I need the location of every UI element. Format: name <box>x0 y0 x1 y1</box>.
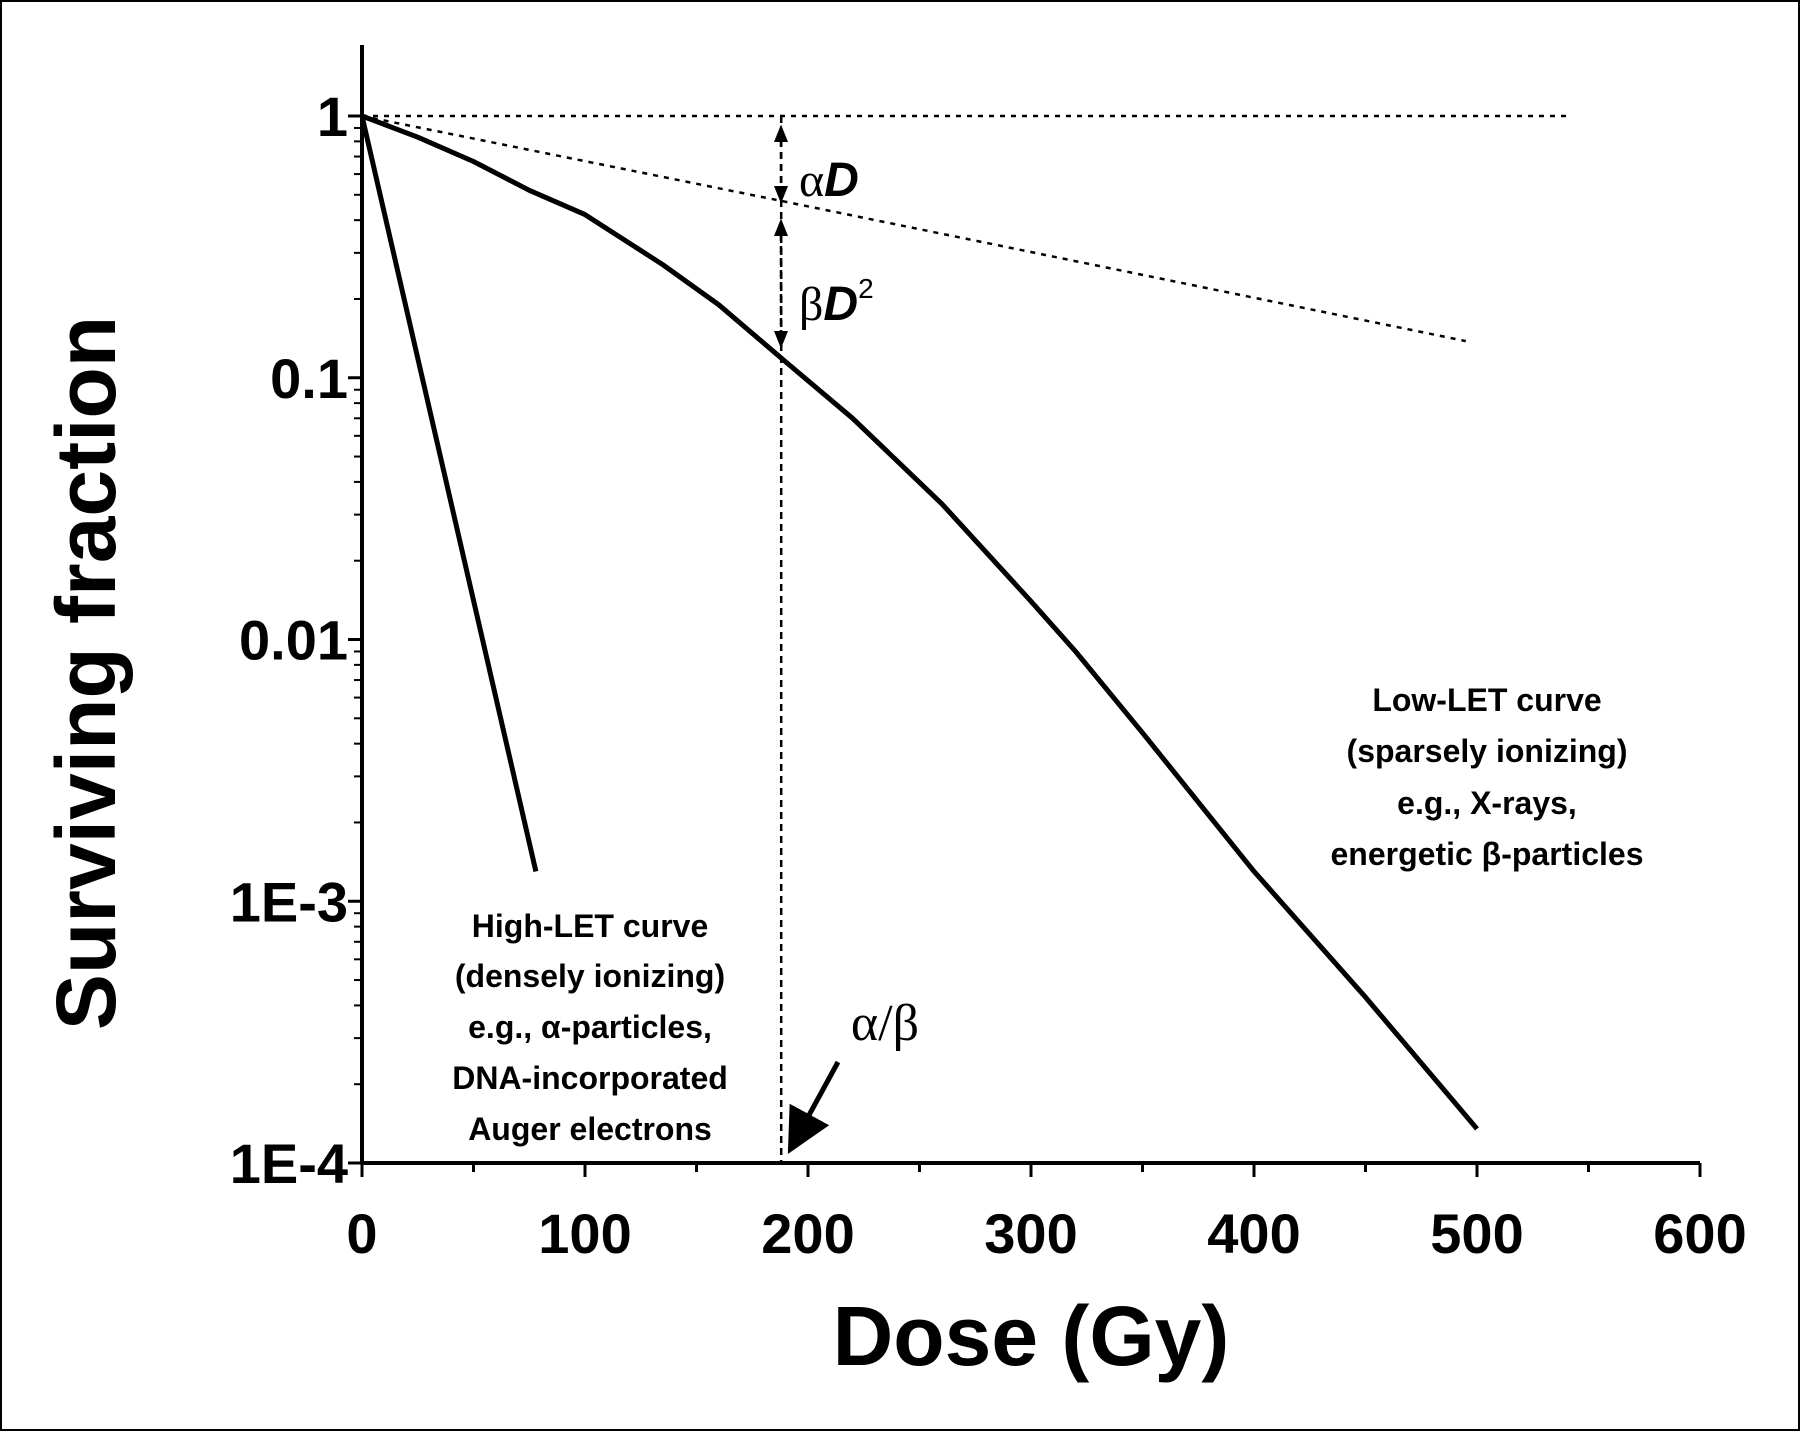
beta-symbol: β <box>799 278 823 331</box>
x-tick-label: 100 <box>538 1202 631 1265</box>
low-let-line-4: energetic β-particles <box>1331 836 1644 872</box>
x-tick-label: 600 <box>1653 1202 1746 1265</box>
low-let-annotation: Low-LET curve (sparsely ionizing) e.g., … <box>1331 682 1644 872</box>
y-axis-title: Surviving fraction <box>39 316 133 1030</box>
beta-d2-exponent: 2 <box>858 273 874 304</box>
low-let-line-1: Low-LET curve <box>1372 682 1601 718</box>
x-tick-label: 0 <box>346 1202 377 1265</box>
tick-labels: 0 100 200 300 400 500 600 1 0.1 0.01 1E-3 1E-4 <box>230 85 1747 1265</box>
beta-d2-label: βD2 <box>799 273 874 331</box>
low-let-curve <box>361 113 1479 1131</box>
high-let-line-2: (densely ionizing) <box>455 958 725 994</box>
high-let-line-5: Auger electrons <box>468 1111 712 1147</box>
high-let-curve <box>359 115 539 872</box>
alpha-beta-arrow <box>787 1060 841 1154</box>
alpha-symbol: α <box>799 154 824 207</box>
high-let-line-1: High-LET curve <box>472 908 708 944</box>
alpha-component-line <box>361 114 1467 343</box>
x-tick-label: 300 <box>984 1202 1077 1265</box>
alpha-d-var: D <box>824 154 859 207</box>
y-tick-label: 0.01 <box>239 609 348 672</box>
x-tick-label: 400 <box>1207 1202 1300 1265</box>
alpha-beta-label: α/β <box>851 995 919 1052</box>
high-let-annotation: High-LET curve (densely ionizing) e.g., … <box>452 908 728 1147</box>
y-tick-label: 1E-4 <box>230 1132 348 1195</box>
high-let-line-3: e.g., α-particles, <box>468 1009 712 1045</box>
axes <box>348 45 1702 1177</box>
low-let-line-3: e.g., X-rays, <box>1397 785 1577 821</box>
x-tick-label: 200 <box>761 1202 854 1265</box>
y-tick-label: 1E-3 <box>230 870 348 933</box>
x-tick-label: 500 <box>1430 1202 1523 1265</box>
series-group <box>359 113 1567 1163</box>
beta-d2-var: D <box>823 278 858 331</box>
y-tick-label: 1 <box>317 85 348 148</box>
high-let-line-4: DNA-incorporated <box>452 1060 728 1096</box>
x-axis-title: Dose (Gy) <box>833 1289 1230 1383</box>
y-tick-label: 0.1 <box>270 347 348 410</box>
low-let-line-2: (sparsely ionizing) <box>1347 733 1628 769</box>
alpha-d-label: αD <box>799 154 859 207</box>
